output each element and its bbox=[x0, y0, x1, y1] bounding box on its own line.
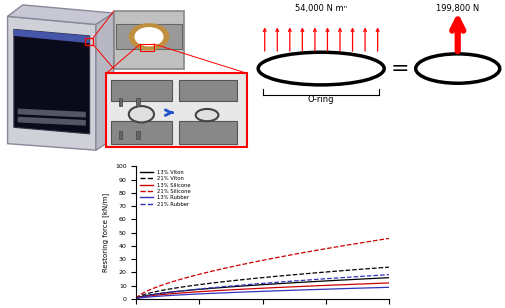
Bar bbox=[116, 24, 182, 49]
Polygon shape bbox=[96, 13, 114, 150]
Bar bbox=[106, 73, 247, 147]
Polygon shape bbox=[18, 117, 86, 126]
Bar bbox=[179, 80, 237, 101]
Bar bbox=[119, 98, 123, 106]
Bar bbox=[136, 132, 140, 139]
Ellipse shape bbox=[130, 24, 168, 49]
Bar bbox=[111, 121, 172, 144]
Bar bbox=[114, 11, 184, 69]
Polygon shape bbox=[14, 29, 90, 43]
Polygon shape bbox=[8, 5, 114, 24]
Bar bbox=[136, 98, 140, 106]
Legend: 13% Viton, 21% Viton, 13% Silicone, 21% Silicone, 13% Rubber, 21% Rubber: 13% Viton, 21% Viton, 13% Silicone, 21% … bbox=[139, 169, 192, 208]
Bar bbox=[140, 44, 154, 51]
Ellipse shape bbox=[129, 106, 154, 122]
Text: =: = bbox=[391, 59, 409, 79]
Bar bbox=[111, 80, 172, 101]
Bar bbox=[179, 121, 237, 144]
Text: 199,800 N: 199,800 N bbox=[436, 4, 479, 14]
Polygon shape bbox=[14, 29, 90, 134]
Polygon shape bbox=[18, 108, 86, 118]
Text: O-ring: O-ring bbox=[308, 95, 334, 104]
Text: 54,000 N mⁿ: 54,000 N mⁿ bbox=[295, 4, 347, 14]
Bar bbox=[85, 38, 93, 45]
Bar bbox=[119, 132, 123, 139]
Y-axis label: Restoring force [kN/m]: Restoring force [kN/m] bbox=[103, 193, 110, 272]
Ellipse shape bbox=[135, 28, 163, 46]
Ellipse shape bbox=[195, 109, 218, 121]
Polygon shape bbox=[8, 16, 96, 150]
